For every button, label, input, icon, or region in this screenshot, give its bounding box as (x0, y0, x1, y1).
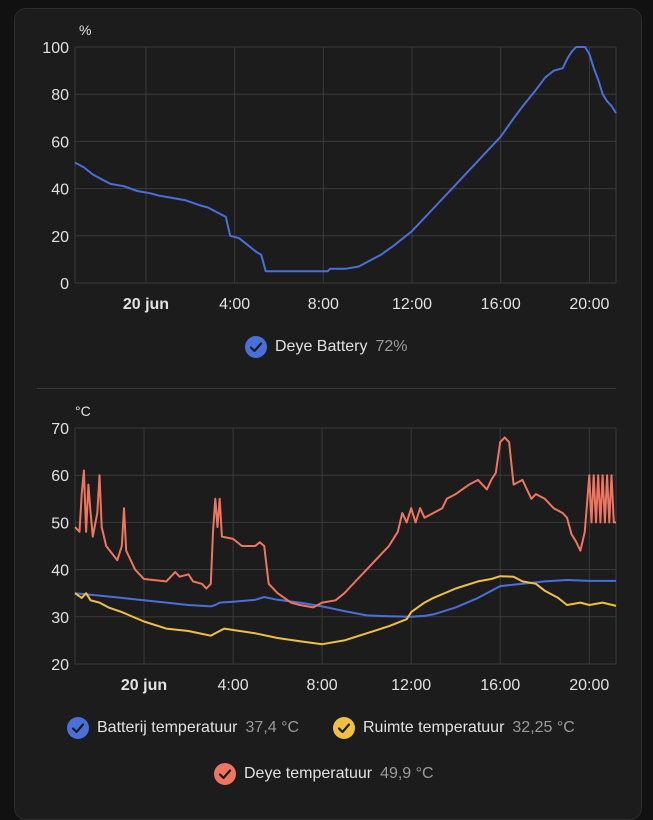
y-tick-label: 60 (51, 134, 69, 151)
y-tick-label: 80 (51, 87, 69, 104)
x-tick-label: 8:00 (307, 677, 338, 694)
legend-label[interactable]: Ruimte temperatuur (363, 719, 505, 736)
legend-value: 72% (375, 338, 408, 355)
x-tick-label: 12:00 (391, 677, 431, 694)
x-tick-label: 20:00 (569, 296, 609, 313)
temp-legend-batterij: Batterij temperatuur 37,4 °C (67, 717, 299, 739)
y-tick-label: 70 (51, 421, 69, 438)
legend-label[interactable]: Deye Battery (275, 338, 368, 355)
x-tick-label: 4:00 (217, 677, 248, 694)
y-tick-label: 20 (51, 229, 69, 246)
y-tick-label: 50 (51, 515, 69, 532)
series-line-ruimte_temp[interactable] (74, 575, 617, 646)
x-tick-label: 20 jun (121, 677, 167, 694)
legend-value: 32,25 °C (512, 719, 575, 736)
y-unit-label: °C (75, 403, 91, 419)
y-tick-label: 30 (51, 610, 69, 627)
check-icon[interactable] (67, 717, 89, 739)
legend-value: 49,9 °C (380, 765, 434, 782)
legend-label[interactable]: Batterij temperatuur (97, 719, 238, 736)
y-tick-label: 20 (51, 657, 69, 674)
y-unit-label: % (79, 22, 91, 38)
temperature-chart[interactable]: °C 20 30 40 50 60 70 20 jun 4:00 8:00 12:00 16:00 20… (0, 0, 653, 710)
temp-legend-ruimte: Ruimte temperatuur 32,25 °C (333, 717, 575, 739)
x-tick-label: 20 jun (123, 296, 169, 313)
series-line-deye_temp[interactable] (74, 436, 616, 609)
check-icon[interactable] (245, 336, 267, 358)
check-icon[interactable] (333, 717, 355, 739)
y-tick-label: 100 (42, 40, 69, 57)
battery-chart[interactable]: % 0 20 40 60 80 100 20 jun 4:00 8:00 12:00 16:00 20:… (0, 0, 653, 390)
x-tick-label: 8:00 (308, 296, 339, 313)
series-line-batterij_temp[interactable] (74, 579, 616, 618)
history-card (14, 8, 642, 820)
y-tick-label: 40 (51, 563, 69, 580)
chart-divider (37, 388, 616, 389)
battery-legend: Deye Battery 72% (245, 336, 408, 358)
series-line-battery[interactable] (74, 46, 617, 273)
x-tick-label: 16:00 (481, 296, 521, 313)
x-tick-label: 4:00 (219, 296, 250, 313)
x-tick-label: 12:00 (392, 296, 432, 313)
check-icon[interactable] (214, 763, 236, 785)
x-tick-label: 16:00 (480, 677, 520, 694)
x-tick-label: 20:00 (569, 677, 609, 694)
temp-legend-deye: Deye temperatuur 49,9 °C (214, 763, 434, 785)
y-tick-label: 0 (60, 276, 69, 293)
y-tick-label: 60 (51, 468, 69, 485)
y-tick-label: 40 (51, 182, 69, 199)
legend-label[interactable]: Deye temperatuur (244, 765, 373, 782)
legend-value: 37,4 °C (245, 719, 300, 736)
